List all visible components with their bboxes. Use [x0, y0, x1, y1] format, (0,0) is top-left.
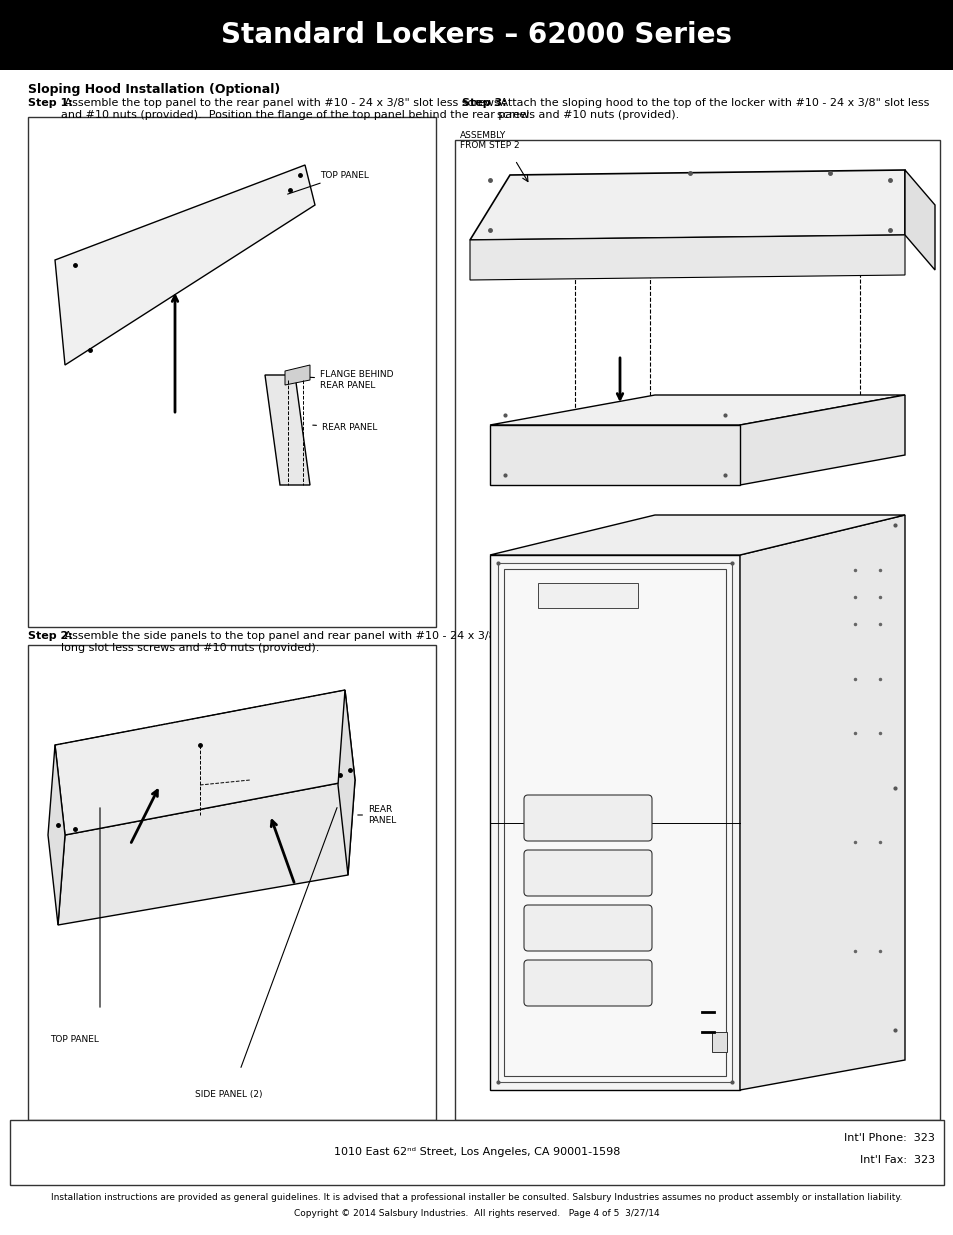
Text: Sloping Hood Installation (Optional): Sloping Hood Installation (Optional): [28, 83, 280, 96]
Text: FLANGE BEHIND
REAR PANEL: FLANGE BEHIND REAR PANEL: [308, 370, 393, 390]
Polygon shape: [285, 366, 310, 385]
Bar: [497, 563, 731, 1082]
Text: TOP PANEL: TOP PANEL: [288, 170, 369, 194]
Polygon shape: [490, 425, 740, 485]
Text: Step 3:: Step 3:: [461, 98, 506, 107]
Bar: [28, 117, 436, 627]
Text: Attach the sloping hood to the top of the locker with #10 - 24 x 3/8" slot less
: Attach the sloping hood to the top of th…: [497, 98, 928, 120]
Text: TOP PANEL: TOP PANEL: [50, 1035, 99, 1044]
Bar: [28, 645, 436, 1120]
Polygon shape: [55, 165, 314, 366]
Polygon shape: [740, 515, 904, 1091]
Text: Installation instructions are provided as general guidelines. It is advised that: Installation instructions are provided a…: [51, 1193, 902, 1202]
Text: Int'l Phone:  323: Int'l Phone: 323: [843, 1132, 934, 1144]
Polygon shape: [470, 235, 904, 280]
FancyBboxPatch shape: [523, 795, 651, 841]
Text: Int'l Fax:  323: Int'l Fax: 323: [859, 1155, 934, 1165]
Polygon shape: [55, 690, 355, 835]
Text: ASSEMBLY
FROM STEP 2: ASSEMBLY FROM STEP 2: [459, 131, 519, 149]
Bar: [503, 569, 725, 1076]
Text: 1010 East 62ⁿᵈ Street, Los Angeles, CA 90001-1598: 1010 East 62ⁿᵈ Street, Los Angeles, CA 9…: [334, 1147, 619, 1157]
FancyBboxPatch shape: [523, 850, 651, 897]
Text: REAR
PANEL: REAR PANEL: [357, 805, 395, 825]
Text: Assemble the top panel to the rear panel with #10 - 24 x 3/8" slot less screws
a: Assemble the top panel to the rear panel…: [61, 98, 533, 120]
Polygon shape: [490, 555, 740, 1091]
Text: Copyright © 2014 Salsbury Industries.  All rights reserved.   Page 4 of 5  3/27/: Copyright © 2014 Salsbury Industries. Al…: [294, 1209, 659, 1218]
Polygon shape: [904, 170, 934, 270]
Text: Assemble the side panels to the top panel and rear panel with #10 - 24 x 3/8"
lo: Assemble the side panels to the top pane…: [61, 631, 500, 652]
Polygon shape: [740, 395, 904, 485]
Polygon shape: [490, 515, 904, 555]
Polygon shape: [490, 395, 904, 425]
Bar: [455, 140, 939, 1120]
Text: Step 2:: Step 2:: [28, 631, 72, 641]
Polygon shape: [337, 690, 355, 876]
Text: SIDE PANEL (2): SIDE PANEL (2): [194, 1091, 262, 1099]
Polygon shape: [58, 781, 355, 925]
Bar: [711, 1032, 726, 1052]
Polygon shape: [48, 745, 65, 925]
Text: Step 1:: Step 1:: [28, 98, 72, 107]
FancyBboxPatch shape: [523, 960, 651, 1007]
FancyBboxPatch shape: [523, 905, 651, 951]
Bar: [537, 583, 638, 608]
Polygon shape: [265, 375, 310, 485]
Text: Standard Lockers – 62000 Series: Standard Lockers – 62000 Series: [221, 21, 732, 49]
Polygon shape: [470, 170, 904, 240]
Bar: [0, 0, 953, 70]
Bar: [10, 1120, 943, 1186]
Text: REAR PANEL: REAR PANEL: [313, 422, 377, 431]
